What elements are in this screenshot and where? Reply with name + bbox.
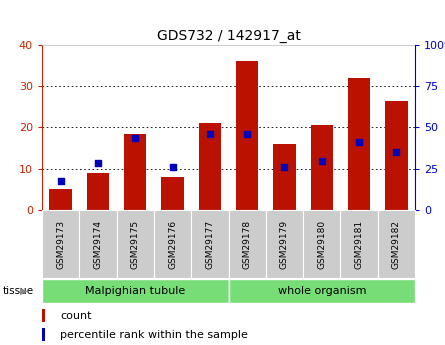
Bar <box>42 309 44 322</box>
Text: GSM29180: GSM29180 <box>317 220 326 269</box>
Bar <box>79 210 117 278</box>
Text: whole organism: whole organism <box>278 286 366 296</box>
Point <box>169 164 176 169</box>
Bar <box>385 101 408 210</box>
Bar <box>162 177 184 210</box>
Point <box>393 149 400 155</box>
Point <box>281 164 288 169</box>
Bar <box>42 210 79 278</box>
Point <box>206 131 214 136</box>
Bar <box>273 144 295 210</box>
Bar <box>87 173 109 210</box>
Text: GSM29173: GSM29173 <box>56 220 65 269</box>
Text: GSM29177: GSM29177 <box>205 220 214 269</box>
Point <box>57 178 64 184</box>
Point <box>94 160 101 165</box>
Text: GSM29176: GSM29176 <box>168 220 177 269</box>
Bar <box>191 210 228 278</box>
Text: Malpighian tubule: Malpighian tubule <box>85 286 186 296</box>
Text: GSM29175: GSM29175 <box>131 220 140 269</box>
Bar <box>340 210 378 278</box>
Bar <box>311 126 333 210</box>
Bar <box>124 134 146 210</box>
Bar <box>42 279 228 303</box>
Bar <box>266 210 303 278</box>
Bar <box>154 210 191 278</box>
Point <box>132 135 139 140</box>
Bar <box>236 61 259 210</box>
Point <box>318 158 325 163</box>
Bar <box>348 78 370 210</box>
Text: GSM29182: GSM29182 <box>392 220 401 269</box>
Bar <box>303 210 340 278</box>
Text: percentile rank within the sample: percentile rank within the sample <box>60 329 248 339</box>
Title: GDS732 / 142917_at: GDS732 / 142917_at <box>157 29 300 42</box>
Bar <box>228 210 266 278</box>
Bar <box>49 189 72 210</box>
Bar <box>42 328 44 341</box>
Text: GSM29181: GSM29181 <box>355 220 364 269</box>
Text: count: count <box>60 310 92 321</box>
Bar <box>117 210 154 278</box>
Text: GSM29178: GSM29178 <box>243 220 252 269</box>
Text: ▶: ▶ <box>20 286 28 296</box>
Bar <box>198 124 221 210</box>
Text: tissue: tissue <box>2 286 33 296</box>
Text: GSM29179: GSM29179 <box>280 220 289 269</box>
Point <box>356 139 363 145</box>
Bar <box>228 279 415 303</box>
Text: GSM29174: GSM29174 <box>93 220 102 269</box>
Point <box>243 131 251 136</box>
Bar <box>378 210 415 278</box>
